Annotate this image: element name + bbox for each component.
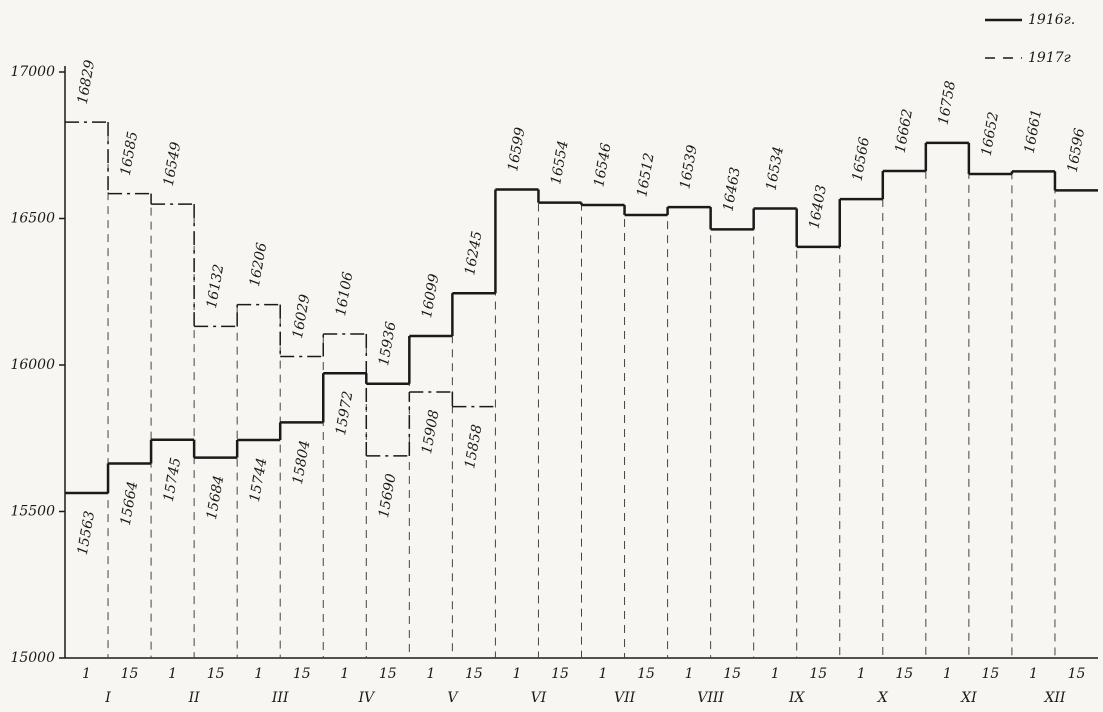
x-tick-label: 15 xyxy=(1068,666,1086,682)
data-label: 16245 xyxy=(462,230,486,277)
data-label: 16463 xyxy=(720,166,744,213)
month-label: IX xyxy=(788,690,806,706)
data-label: 16403 xyxy=(806,184,830,231)
month-label: VII xyxy=(614,690,636,706)
data-label: 15936 xyxy=(376,320,400,367)
x-tick-label: 15 xyxy=(379,666,397,682)
x-tick-label: 1 xyxy=(685,666,694,682)
data-label: 16029 xyxy=(290,293,314,340)
month-label: III xyxy=(271,690,289,706)
month-label: X xyxy=(877,690,889,706)
legend-label: 1917г xyxy=(1028,50,1071,66)
data-label: 15744 xyxy=(247,457,270,504)
month-label: XI xyxy=(960,690,977,706)
x-tick-label: 15 xyxy=(723,666,741,682)
data-label: 15684 xyxy=(204,474,227,521)
x-tick-label: 15 xyxy=(981,666,999,682)
data-label: 16758 xyxy=(936,80,960,127)
data-label: 15804 xyxy=(290,439,313,486)
data-label: 16566 xyxy=(850,136,874,183)
month-label: VI xyxy=(531,690,547,706)
data-label: 16662 xyxy=(893,108,917,155)
x-tick-label: 15 xyxy=(121,666,139,682)
x-tick-label: 1 xyxy=(512,666,521,682)
data-label: 15745 xyxy=(161,456,185,503)
x-tick-label: 1 xyxy=(771,666,780,682)
data-label: 16652 xyxy=(979,111,1003,158)
month-label: XII xyxy=(1043,690,1065,706)
x-tick-label: 15 xyxy=(465,666,483,682)
data-label: 16599 xyxy=(505,126,529,173)
data-label: 15563 xyxy=(75,510,99,557)
x-tick-label: 15 xyxy=(551,666,569,682)
data-label: 15972 xyxy=(333,390,357,437)
x-tick-label: 1 xyxy=(857,666,866,682)
data-label: 16206 xyxy=(247,241,271,288)
data-label: 16661 xyxy=(1022,108,1045,155)
month-label: V xyxy=(447,690,459,706)
x-tick-label: 1 xyxy=(340,666,349,682)
x-tick-label: 1 xyxy=(254,666,263,682)
x-tick-label: 1 xyxy=(1029,666,1038,682)
data-label: 16829 xyxy=(75,59,99,106)
data-label: 16585 xyxy=(118,130,142,177)
y-tick-label: 16500 xyxy=(10,211,55,227)
x-tick-label: 15 xyxy=(895,666,913,682)
legend-label: 1916г. xyxy=(1028,12,1075,28)
data-label: 16132 xyxy=(204,263,228,310)
data-label: 16539 xyxy=(677,144,701,191)
data-label: 16512 xyxy=(634,152,658,199)
data-label: 15664 xyxy=(118,480,141,527)
month-label: I xyxy=(104,690,111,706)
y-tick-label: 16000 xyxy=(10,357,55,373)
data-label: 16554 xyxy=(548,139,571,186)
data-label: 16596 xyxy=(1065,127,1089,174)
x-tick-label: 1 xyxy=(82,666,91,682)
y-tick-label: 17000 xyxy=(10,64,55,80)
data-label: 15858 xyxy=(462,423,486,470)
data-label: 15908 xyxy=(419,409,443,456)
data-label: 16106 xyxy=(333,271,357,318)
x-tick-label: 15 xyxy=(637,666,655,682)
y-tick-label: 15500 xyxy=(10,504,55,520)
x-tick-label: 1 xyxy=(943,666,952,682)
data-label: 15690 xyxy=(376,472,400,519)
y-tick-label: 15000 xyxy=(10,650,55,666)
x-tick-label: 1 xyxy=(599,666,608,682)
data-label: 16534 xyxy=(763,145,786,192)
data-label: 16549 xyxy=(161,141,185,188)
x-tick-label: 15 xyxy=(809,666,827,682)
month-label: IV xyxy=(357,690,376,706)
data-label: 16099 xyxy=(419,273,443,320)
data-label: 16546 xyxy=(591,142,615,189)
x-tick-label: 15 xyxy=(207,666,225,682)
x-tick-label: 1 xyxy=(168,666,177,682)
x-tick-label: 1 xyxy=(426,666,435,682)
month-label: VIII xyxy=(697,690,724,706)
month-label: II xyxy=(188,690,201,706)
x-tick-label: 15 xyxy=(293,666,311,682)
